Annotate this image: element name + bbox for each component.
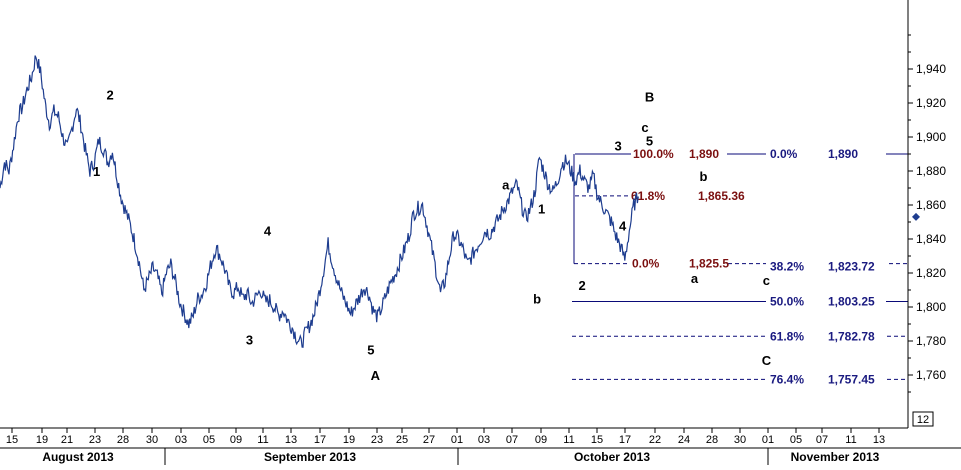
- wave-label: a: [502, 178, 510, 193]
- wave-label: a: [691, 271, 699, 286]
- fib-right-label-bg: [766, 146, 886, 160]
- wave-label: 2: [107, 88, 114, 103]
- fibonacci-levels: 100.0% 1,890 61.8% 1,865.36 0.0% 1,825.5 0.0% 1…: [572, 146, 908, 386]
- fib-right-value: 1,803.25: [828, 294, 875, 308]
- wave-label: 3: [614, 139, 621, 154]
- x-tick-label: 11: [845, 434, 856, 446]
- fib-right-pct: 50.0%: [770, 294, 804, 308]
- fib-left-label-bg: [630, 255, 726, 270]
- wave-label: 5: [646, 134, 653, 149]
- x-tick-label: 19: [36, 434, 48, 446]
- x-tick-label: 01: [451, 434, 463, 446]
- x-tick-label: 17: [314, 434, 326, 446]
- current-price-marker: [912, 212, 920, 221]
- fib-right-value: 1,890: [828, 147, 858, 161]
- wave-label: C: [762, 353, 772, 368]
- month-label: November 2013: [791, 450, 880, 464]
- wave-label: b: [699, 169, 707, 184]
- x-tick-label: 23: [89, 434, 101, 446]
- fib-right-pct: 38.2%: [770, 260, 804, 274]
- price-series: [0, 55, 639, 348]
- wave-label: 1: [93, 164, 100, 179]
- corner-label: 12: [917, 414, 929, 426]
- x-tick-label: 27: [423, 434, 435, 446]
- x-tick-label: 17: [619, 434, 631, 446]
- wave-label: c: [763, 273, 770, 288]
- fib-right-label-bg: [766, 293, 886, 308]
- x-tick-label: 15: [6, 434, 18, 446]
- x-tick-label: 24: [678, 434, 690, 446]
- x-tick-label: 19: [343, 434, 355, 446]
- x-tick-label: 21: [61, 434, 73, 446]
- x-tick-label: 13: [873, 434, 885, 446]
- fib-right-pct: 61.8%: [770, 329, 804, 343]
- y-tick-label: 1,860: [916, 198, 946, 212]
- wave-label: A: [371, 368, 381, 383]
- x-tick-label: 05: [203, 434, 215, 446]
- fib-left-pct: 61.8%: [631, 189, 665, 203]
- y-tick-label: 1,780: [916, 334, 946, 348]
- month-label: October 2013: [574, 450, 650, 464]
- wave-label: B: [645, 89, 654, 104]
- corner-box: [912, 411, 934, 427]
- x-tick-label: 28: [706, 434, 718, 446]
- wave-label: b: [533, 292, 541, 307]
- fib-left-label-bg: [629, 187, 779, 202]
- x-tick-label: 11: [563, 434, 574, 446]
- x-tick-label: 03: [478, 434, 490, 446]
- y-tick-label: 1,840: [916, 232, 946, 246]
- x-tick-label: 30: [146, 434, 158, 446]
- price-line: [0, 55, 639, 348]
- fib-right-label-bg: [766, 258, 886, 273]
- x-tick-label: 30: [734, 434, 746, 446]
- fib-right-pct: 76.4%: [770, 372, 804, 386]
- fib-left-value: 1,890: [689, 147, 719, 161]
- x-tick-label: 09: [535, 434, 547, 446]
- x-tick-label: 03: [175, 434, 187, 446]
- x-tick-label: 01: [762, 434, 774, 446]
- fib-right-pct: 0.0%: [770, 147, 798, 161]
- wave-label: 5: [367, 343, 374, 358]
- y-tick-label: 1,880: [916, 164, 946, 178]
- x-tick-label: 23: [371, 434, 383, 446]
- x-tick-label: 09: [230, 434, 242, 446]
- x-tick-label: 13: [285, 434, 297, 446]
- fib-left-value: 1,865.36: [698, 189, 745, 203]
- fib-right-value: 1,823.72: [828, 260, 875, 274]
- wave-label: 4: [264, 224, 272, 239]
- fib-left-pct: 100.0%: [633, 147, 674, 161]
- x-tick-label: 11: [257, 434, 268, 446]
- fib-right-value: 1,757.45: [828, 372, 875, 386]
- y-tick-label: 1,940: [916, 62, 946, 76]
- wave-label: 4: [619, 219, 627, 234]
- x-tick-label: 22: [649, 434, 661, 446]
- x-tick-label: 15: [591, 434, 603, 446]
- wave-label: c: [641, 120, 648, 135]
- x-tick-label: 07: [816, 434, 828, 446]
- y-tick-label: 1,920: [916, 96, 946, 110]
- month-label: September 2013: [264, 450, 356, 464]
- wave-label: 3: [246, 332, 253, 347]
- y-tick-label: 1,760: [916, 368, 946, 382]
- fib-right-label-bg: [766, 371, 886, 386]
- y-tick-label: 1,900: [916, 130, 946, 144]
- x-tick-label: 05: [790, 434, 802, 446]
- wave-label: 2: [578, 278, 585, 293]
- fib-left-pct: 0.0%: [632, 257, 660, 271]
- fib-left-label-bg: [631, 146, 727, 160]
- fib-right-label-bg: [766, 328, 886, 343]
- y-tick-label: 1,820: [916, 266, 946, 280]
- fib-left-value: 1,825.5: [689, 257, 729, 271]
- x-tick-label: 07: [506, 434, 518, 446]
- y-tick-label: 1,800: [916, 300, 946, 314]
- wave-label: 1: [538, 202, 545, 217]
- month-label: August 2013: [42, 450, 114, 464]
- x-tick-label: 25: [396, 434, 408, 446]
- x-tick-label: 28: [117, 434, 129, 446]
- fib-right-value: 1,782.78: [828, 329, 875, 343]
